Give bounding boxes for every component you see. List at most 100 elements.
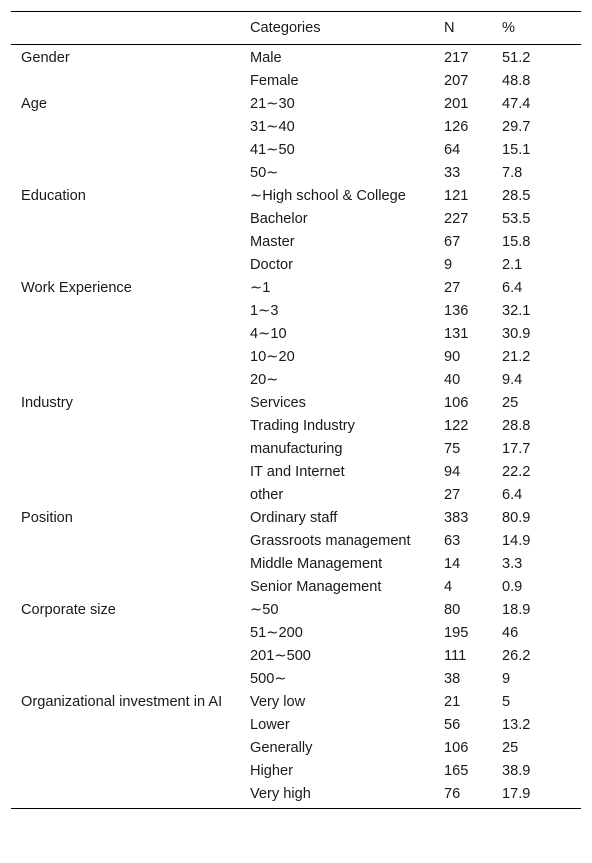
category-cell: ∼1 bbox=[250, 280, 271, 296]
variable-cell: Corporate size bbox=[21, 602, 116, 618]
category-cell: Services bbox=[250, 395, 306, 411]
category-cell: Very high bbox=[250, 786, 311, 802]
variable-cell bbox=[11, 622, 240, 645]
count-cell: 38 bbox=[444, 671, 461, 687]
category-cell: 1∼3 bbox=[250, 303, 279, 319]
percent-cell: 14.9 bbox=[502, 533, 531, 549]
count-cell: 106 bbox=[444, 395, 469, 411]
variable-cell bbox=[11, 576, 240, 599]
percent-cell: 53.5 bbox=[502, 211, 531, 227]
table-row: 31∼40 126 29.7 bbox=[11, 116, 581, 139]
category-cell: 4∼10 bbox=[250, 326, 287, 342]
category-cell: ∼50 bbox=[250, 602, 279, 618]
count-cell: 14 bbox=[444, 556, 461, 572]
variable-cell bbox=[11, 162, 240, 185]
count-cell: 122 bbox=[444, 418, 469, 434]
count-cell: 63 bbox=[444, 533, 461, 549]
variable-cell bbox=[11, 323, 240, 346]
variable-cell: Industry bbox=[21, 395, 73, 411]
percent-cell: 6.4 bbox=[502, 487, 523, 503]
category-cell: Senior Management bbox=[250, 579, 382, 595]
category-cell: 20∼ bbox=[250, 372, 279, 388]
category-cell: Bachelor bbox=[250, 211, 308, 227]
variable-cell bbox=[11, 70, 240, 93]
table-body: Gender Male 217 51.2 Female 207 48.8 Age 21∼30 20… bbox=[11, 45, 581, 809]
table-row: Position Ordinary staff 383 80.9 bbox=[11, 507, 581, 530]
percent-cell: 38.9 bbox=[502, 763, 531, 779]
variable-cell bbox=[11, 415, 240, 438]
count-cell: 165 bbox=[444, 763, 469, 779]
percent-cell: 46 bbox=[502, 625, 519, 641]
table-row: 4∼10 131 30.9 bbox=[11, 323, 581, 346]
variable-cell bbox=[11, 668, 240, 691]
percent-cell: 47.4 bbox=[502, 96, 531, 112]
percent-cell: 48.8 bbox=[502, 73, 531, 89]
count-cell: 201 bbox=[444, 96, 469, 112]
category-cell: ∼High school & College bbox=[250, 188, 406, 204]
table-row: Grassroots management 63 14.9 bbox=[11, 530, 581, 553]
table-row: 20∼ 40 9.4 bbox=[11, 369, 581, 392]
variable-cell bbox=[11, 231, 240, 254]
category-cell: 41∼50 bbox=[250, 142, 295, 158]
header-n: N bbox=[444, 19, 455, 36]
percent-cell: 32.1 bbox=[502, 303, 531, 319]
table-row: Lower 56 13.2 bbox=[11, 714, 581, 737]
category-cell: Ordinary staff bbox=[250, 510, 338, 526]
variable-cell bbox=[11, 346, 240, 369]
category-cell: 21∼30 bbox=[250, 96, 295, 112]
category-cell: Master bbox=[250, 234, 295, 250]
variable-cell bbox=[11, 783, 240, 809]
variable-cell bbox=[11, 645, 240, 668]
variable-cell: Education bbox=[21, 188, 86, 204]
variable-cell: Organizational investment in AI bbox=[21, 694, 223, 710]
percent-cell: 28.5 bbox=[502, 188, 531, 204]
count-cell: 76 bbox=[444, 786, 461, 802]
category-cell: Lower bbox=[250, 717, 290, 733]
percent-cell: 17.7 bbox=[502, 441, 531, 457]
percent-cell: 3.3 bbox=[502, 556, 523, 572]
table-row: Trading Industry 122 28.8 bbox=[11, 415, 581, 438]
percent-cell: 21.2 bbox=[502, 349, 531, 365]
percent-cell: 51.2 bbox=[502, 50, 531, 66]
category-cell: Female bbox=[250, 73, 299, 89]
count-cell: 27 bbox=[444, 487, 461, 503]
demographics-table: Categories N % Gender Male 217 51.2 Female 20… bbox=[11, 11, 581, 809]
category-cell: 31∼40 bbox=[250, 119, 295, 135]
percent-cell: 6.4 bbox=[502, 280, 523, 296]
table-row: 500∼ 38 9 bbox=[11, 668, 581, 691]
percent-cell: 0.9 bbox=[502, 579, 523, 595]
count-cell: 131 bbox=[444, 326, 469, 342]
percent-cell: 5 bbox=[502, 694, 511, 710]
table-row: Generally 106 25 bbox=[11, 737, 581, 760]
count-cell: 27 bbox=[444, 280, 461, 296]
category-cell: Grassroots management bbox=[250, 533, 411, 549]
category-cell: Higher bbox=[250, 763, 293, 779]
percent-cell: 9 bbox=[502, 671, 511, 687]
table-row: IT and Internet 94 22.2 bbox=[11, 461, 581, 484]
percent-cell: 80.9 bbox=[502, 510, 531, 526]
table-row: Middle Management 14 3.3 bbox=[11, 553, 581, 576]
percent-cell: 29.7 bbox=[502, 119, 531, 135]
count-cell: 40 bbox=[444, 372, 461, 388]
table-row: 10∼20 90 21.2 bbox=[11, 346, 581, 369]
variable-cell bbox=[11, 760, 240, 783]
percent-cell: 7.8 bbox=[502, 165, 523, 181]
table-row: 41∼50 64 15.1 bbox=[11, 139, 581, 162]
category-cell: Generally bbox=[250, 740, 313, 756]
variable-cell bbox=[11, 484, 240, 507]
count-cell: 121 bbox=[444, 188, 469, 204]
count-cell: 195 bbox=[444, 625, 469, 641]
variable-cell bbox=[11, 116, 240, 139]
variable-cell bbox=[11, 438, 240, 461]
percent-cell: 2.1 bbox=[502, 257, 523, 273]
table-row: 1∼3 136 32.1 bbox=[11, 300, 581, 323]
category-cell: Doctor bbox=[250, 257, 293, 273]
table-row: Master 67 15.8 bbox=[11, 231, 581, 254]
category-cell: Trading Industry bbox=[250, 418, 355, 434]
table-row: 201∼500 111 26.2 bbox=[11, 645, 581, 668]
table-row: Work Experience ∼1 27 6.4 bbox=[11, 277, 581, 300]
percent-cell: 26.2 bbox=[502, 648, 531, 664]
table-row: Female 207 48.8 bbox=[11, 70, 581, 93]
percent-cell: 15.8 bbox=[502, 234, 531, 250]
table-row: Very high 76 17.9 bbox=[11, 783, 581, 809]
